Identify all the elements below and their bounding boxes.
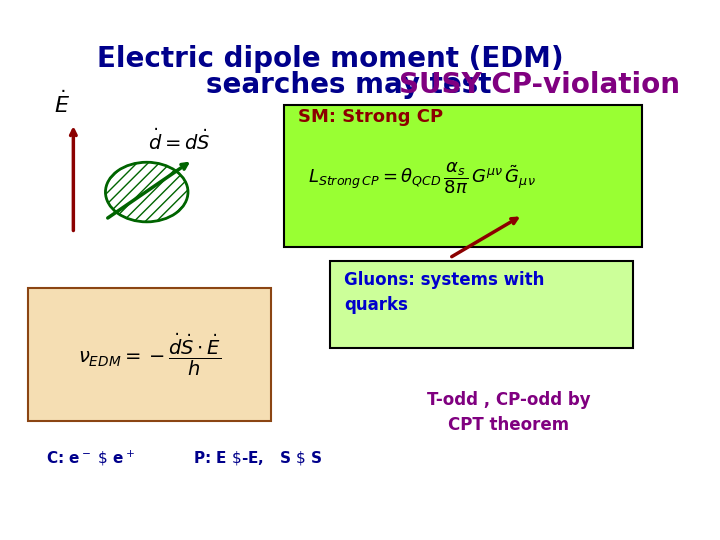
Text: searches may test: searches may test	[207, 71, 501, 99]
Text: SUSY CP-violation: SUSY CP-violation	[399, 71, 680, 99]
Text: $\dot{d} = d\dot{S}$: $\dot{d} = d\dot{S}$	[148, 129, 210, 154]
Text: $L_{Strong\,CP} = \theta_{QCD}\,\dfrac{\alpha_s}{8\pi}\,G^{\mu\nu}\,\tilde{G}_{\: $L_{Strong\,CP} = \theta_{QCD}\,\dfrac{\…	[308, 160, 536, 196]
FancyBboxPatch shape	[330, 261, 633, 348]
Text: Gluons: systems with
quarks: Gluons: systems with quarks	[344, 272, 544, 314]
Text: $\dot{E}$: $\dot{E}$	[54, 91, 71, 118]
Text: P: E $\$$-E,   S $\$$ S: P: E $\$$-E, S $\$$ S	[192, 449, 323, 467]
Text: $\nu_{EDM} = -\dfrac{\dot{d}\dot{S}\cdot\dot{E}}{h}$: $\nu_{EDM} = -\dfrac{\dot{d}\dot{S}\cdot…	[78, 331, 221, 377]
Text: SM: Strong CP: SM: Strong CP	[298, 108, 443, 126]
Text: C: e$^-$ $\$$ e$^+$: C: e$^-$ $\$$ e$^+$	[46, 448, 135, 468]
Ellipse shape	[105, 162, 188, 222]
Text: T-odd , CP-odd by
CPT theorem: T-odd , CP-odd by CPT theorem	[427, 390, 590, 434]
Text: Electric dipole moment (EDM): Electric dipole moment (EDM)	[96, 45, 564, 73]
FancyBboxPatch shape	[27, 288, 271, 421]
FancyBboxPatch shape	[284, 105, 642, 247]
